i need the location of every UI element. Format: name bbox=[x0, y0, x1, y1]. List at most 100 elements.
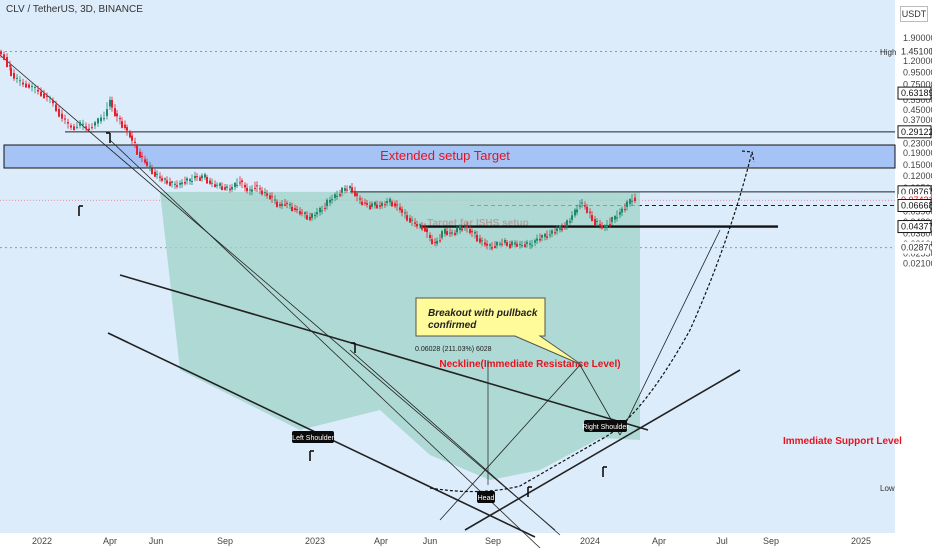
candle-body bbox=[449, 232, 451, 234]
candle-body bbox=[394, 203, 396, 207]
symbol-title: CLV / TetherUS, 3D, BINANCE bbox=[6, 4, 143, 15]
candle-body bbox=[481, 240, 483, 242]
candle-body bbox=[371, 203, 373, 207]
candle-body bbox=[151, 168, 153, 175]
trend-line bbox=[439, 364, 581, 521]
candle-body bbox=[3, 54, 5, 60]
candle-body bbox=[464, 227, 466, 229]
candle-body bbox=[501, 243, 503, 245]
candle-body bbox=[254, 187, 256, 189]
candle-body bbox=[121, 121, 123, 128]
candle-body bbox=[124, 124, 126, 129]
candle-body bbox=[131, 135, 133, 141]
candle-body bbox=[316, 212, 318, 215]
candle-body bbox=[201, 175, 203, 179]
candle-body bbox=[73, 126, 75, 131]
candle-body bbox=[441, 231, 443, 238]
x-tick-label: 2024 bbox=[580, 536, 600, 546]
candle-body bbox=[551, 230, 553, 234]
callout-line-2: confirmed bbox=[428, 320, 477, 331]
candle-body bbox=[634, 197, 636, 202]
price-tag: 0.06668 bbox=[901, 201, 932, 211]
candle-body bbox=[524, 244, 526, 247]
candle-body bbox=[486, 243, 488, 246]
candle-body bbox=[231, 186, 233, 190]
candle-body bbox=[494, 246, 496, 249]
projection-arrowhead bbox=[741, 150, 755, 163]
candle-body bbox=[169, 181, 171, 186]
price-tag-box bbox=[897, 86, 932, 100]
candle-body bbox=[111, 100, 113, 108]
candle-body bbox=[194, 175, 196, 179]
price-tag: 0.04377 bbox=[901, 222, 932, 232]
trend-line bbox=[619, 229, 721, 436]
candle-body bbox=[134, 141, 136, 143]
candle-body bbox=[321, 210, 323, 212]
candle-body bbox=[399, 207, 401, 211]
candle-body bbox=[236, 184, 238, 186]
candle-body bbox=[586, 206, 588, 213]
price-tag: 1.45100 bbox=[901, 47, 932, 57]
extended-target-zone bbox=[3, 144, 896, 169]
candle-body bbox=[541, 234, 543, 238]
candle-body bbox=[406, 215, 408, 221]
candle-body bbox=[114, 108, 116, 117]
candle-body bbox=[154, 171, 156, 177]
candle-body bbox=[389, 198, 391, 203]
price-tag-box bbox=[897, 220, 932, 234]
candle-body bbox=[291, 206, 293, 212]
candle-body bbox=[46, 95, 48, 97]
candle-body bbox=[339, 194, 341, 196]
candle-body bbox=[161, 178, 163, 181]
candle-body bbox=[174, 183, 176, 185]
candle-body bbox=[519, 244, 521, 246]
candle-body bbox=[199, 177, 201, 181]
candle-body bbox=[251, 189, 253, 192]
candle-body bbox=[186, 178, 188, 181]
candle-body bbox=[6, 57, 8, 68]
candle-body bbox=[626, 201, 628, 207]
price-tag-box bbox=[898, 241, 931, 254]
candle-body bbox=[359, 198, 361, 200]
candle-body bbox=[579, 205, 581, 207]
candle-body bbox=[566, 220, 568, 227]
candle-body bbox=[589, 211, 591, 213]
trend-line bbox=[119, 274, 649, 431]
candle-body bbox=[529, 243, 531, 245]
trend-line bbox=[349, 349, 561, 536]
candle-body bbox=[491, 247, 493, 249]
candle-body bbox=[249, 189, 251, 191]
candle-body bbox=[119, 118, 121, 120]
candle-body bbox=[259, 188, 261, 190]
candle-body bbox=[229, 188, 231, 191]
candle-body bbox=[279, 204, 281, 206]
price-tag: 0.02870 bbox=[901, 243, 932, 253]
candle-body bbox=[456, 228, 458, 233]
candle-body bbox=[61, 113, 63, 119]
candle-body bbox=[526, 242, 528, 244]
left-shoulder-label: Left Shoulder bbox=[292, 435, 334, 442]
candle-body bbox=[164, 178, 166, 180]
price-tag-box bbox=[898, 45, 931, 58]
price-tag: 0.29122 bbox=[901, 127, 932, 137]
candle-body bbox=[614, 215, 616, 220]
candle-body bbox=[599, 223, 601, 225]
head-label: Head bbox=[478, 495, 495, 502]
candle-body bbox=[211, 182, 213, 184]
currency-button[interactable]: USDT bbox=[900, 6, 928, 22]
candle-body bbox=[479, 238, 481, 243]
candle-body bbox=[584, 205, 586, 207]
candle-body bbox=[331, 199, 333, 201]
candle-body bbox=[0, 51, 2, 55]
candle-body bbox=[266, 193, 268, 196]
candle-body bbox=[561, 228, 563, 231]
candle-body bbox=[411, 219, 413, 221]
candle-body bbox=[471, 231, 473, 233]
candle-body bbox=[581, 202, 583, 204]
